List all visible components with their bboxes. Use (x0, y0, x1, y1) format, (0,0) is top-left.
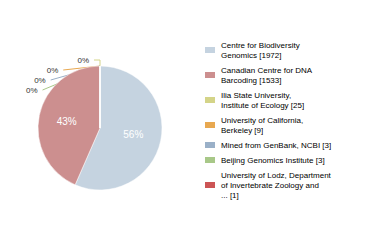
svg-text:Institute of Ecology [25]: Institute of Ecology [25] (221, 101, 304, 110)
svg-text:Barcoding [1533]: Barcoding [1533] (221, 76, 282, 85)
svg-text:Mined from GenBank, NCBI [3]: Mined from GenBank, NCBI [3] (221, 141, 331, 150)
svg-text:Genomics [1972]: Genomics [1972] (221, 51, 281, 60)
svg-text:0%: 0% (77, 56, 89, 65)
svg-text:Canadian Centre for DNA: Canadian Centre for DNA (221, 66, 313, 75)
svg-text:0%: 0% (34, 76, 46, 85)
svg-text:0%: 0% (26, 86, 38, 95)
svg-text:... [1]: ... [1] (221, 191, 239, 200)
svg-text:0%: 0% (47, 66, 59, 75)
svg-text:Centre for Biodiversity: Centre for Biodiversity (221, 41, 300, 50)
svg-text:University of California,: University of California, (221, 116, 303, 125)
svg-text:Beijing Genomics Institute [3]: Beijing Genomics Institute [3] (221, 156, 325, 165)
svg-text:Ilia State University,: Ilia State University, (221, 91, 291, 100)
svg-text:of Invertebrate Zoology and: of Invertebrate Zoology and (221, 181, 319, 190)
svg-text:56%: 56% (123, 129, 143, 140)
svg-text:University of Lodz, Department: University of Lodz, Department (221, 171, 332, 180)
svg-text:43%: 43% (57, 116, 77, 127)
svg-text:Berkeley [9]: Berkeley [9] (221, 126, 263, 135)
